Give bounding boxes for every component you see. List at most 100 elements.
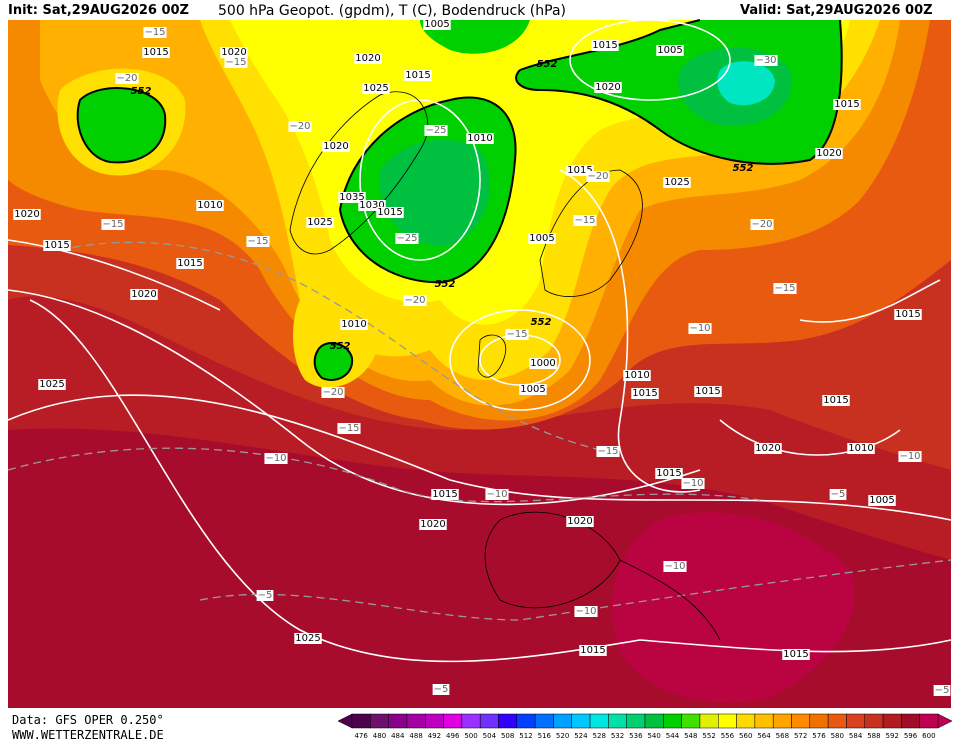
temperature-label-text: −15: [774, 283, 795, 294]
isobar-label: 1015: [894, 309, 922, 320]
colorbar-cell: [791, 713, 811, 729]
isobar-label-box: [631, 388, 659, 399]
colorbar-label: 488: [409, 732, 422, 740]
colorbar-label: 588: [867, 732, 880, 740]
isobar-label-text: 1030: [359, 200, 384, 211]
temperature-label: −15: [596, 446, 620, 457]
isobar-label: 1035: [338, 192, 366, 203]
colorbar-cell: [681, 713, 701, 729]
isobar-label: 1025: [294, 633, 322, 644]
colorbar-label: 476: [354, 732, 368, 740]
isobar-label-box: [656, 45, 684, 56]
low-west: [77, 88, 166, 163]
isobar-label-text: 1005: [520, 384, 545, 395]
colorbar-cell: [699, 713, 719, 729]
isobar-label: 1005: [423, 19, 451, 30]
colorbar-label: 548: [684, 732, 697, 740]
isobar-label: 1015: [431, 489, 459, 500]
temperature-label: −15: [505, 329, 529, 340]
isobar-label-box: [579, 645, 607, 656]
isobar-label-box: [566, 165, 594, 176]
colorbar-cell: [608, 713, 627, 729]
isobar-label-text: 1015: [405, 70, 430, 81]
temperature-label-text: −15: [144, 27, 165, 38]
isobar-label-text: 1015: [44, 240, 69, 251]
temperature-label-box: [337, 423, 361, 434]
isobar-label-text: 1020: [420, 519, 445, 530]
colorbar-cell: [498, 713, 518, 729]
colorbar-cell: [571, 713, 591, 729]
colorbar-label: 564: [757, 732, 771, 740]
temperature-label: −15: [246, 236, 270, 247]
isobar-label: 1015: [404, 70, 432, 81]
temperature-label-box: [432, 684, 450, 695]
temperature-label: −20: [750, 219, 774, 230]
low-center-ne: [717, 61, 775, 106]
isobar-label: 1020: [594, 82, 622, 93]
isobar-label-box: [833, 99, 861, 110]
isobar-label-text: 1005: [657, 45, 682, 56]
isobar-label-box: [594, 82, 622, 93]
temperature-label: −15: [337, 423, 361, 434]
isobar-label: 1015: [655, 468, 683, 479]
isobar-label: 1025: [38, 379, 66, 390]
isobar-label: 1015: [579, 645, 607, 656]
isobar-label: 1020: [220, 47, 248, 58]
isobar-label-text: 1020: [755, 443, 780, 454]
temperature-label: −15: [101, 219, 125, 230]
isobar-label-text: 1010: [197, 200, 222, 211]
temperature-label-text: −20: [322, 387, 343, 398]
isobar-label: 1025: [362, 83, 390, 94]
isobar-label-box: [13, 209, 41, 220]
temperature-label: −10: [688, 323, 712, 334]
isobar-label-text: 1015: [567, 165, 592, 176]
colorbar-cell: [846, 713, 865, 729]
map-field: [8, 20, 951, 708]
temperature-label: −10: [574, 606, 598, 617]
isobar-label: 1015: [833, 99, 861, 110]
colorbar-cell: [754, 713, 774, 729]
colorbar-label: 508: [501, 732, 514, 740]
isobar-label-text: 1020: [595, 82, 620, 93]
isobar-label-text: 1020: [816, 148, 841, 159]
temperature-label: −20: [288, 121, 312, 132]
isobar-label: 1010: [340, 319, 368, 330]
colorbar-cell: [534, 713, 554, 729]
temperature-label-box: [321, 387, 345, 398]
isobar-label: 1000: [529, 358, 557, 369]
height-label-text: 552: [733, 163, 754, 174]
temperature-label-text: −5: [831, 489, 846, 500]
temperature-label: −15: [773, 283, 797, 294]
isobar-label: 1015: [142, 47, 170, 58]
colorbar-label: 540: [647, 732, 660, 740]
isobar-label-box: [142, 47, 170, 58]
colorbar-label: 556: [721, 732, 735, 740]
colorbar-label: 480: [373, 732, 386, 740]
isobar-label-text: 1015: [580, 645, 605, 656]
temperature-label-box: [898, 451, 922, 462]
temperature-label-box: [750, 219, 774, 230]
colorbar-label: 496: [446, 732, 460, 740]
temperature-label-text: −5: [434, 684, 449, 695]
isobar-label-box: [815, 148, 843, 159]
isobar-label: 1015: [591, 40, 619, 51]
isobar-label-text: 1005: [529, 233, 554, 244]
temperature-label: −10: [681, 478, 705, 489]
isobar-label: 1030: [358, 200, 386, 211]
isobar-label-text: 1010: [467, 133, 492, 144]
temperature-label: −5: [432, 684, 450, 695]
height-label: 552: [435, 279, 456, 290]
temperature-label-box: [754, 55, 778, 66]
height-label: 552: [531, 317, 552, 328]
colorbar-cell: [443, 713, 463, 729]
temperature-label-box: [424, 125, 448, 136]
isobar-label: 1005: [868, 495, 896, 506]
site-name: WWW.WETTERZENTRALE.DE: [12, 728, 164, 741]
isobar-label-text: 1015: [377, 207, 402, 218]
data-source: Data: GFS OPER 0.250°: [12, 713, 164, 727]
height-label: 552: [733, 163, 754, 174]
colorbar-cell: [406, 713, 426, 729]
colorbar-label: 528: [593, 732, 606, 740]
isobar-label-text: 1015: [895, 309, 920, 320]
temperature-label-text: −20: [289, 121, 310, 132]
